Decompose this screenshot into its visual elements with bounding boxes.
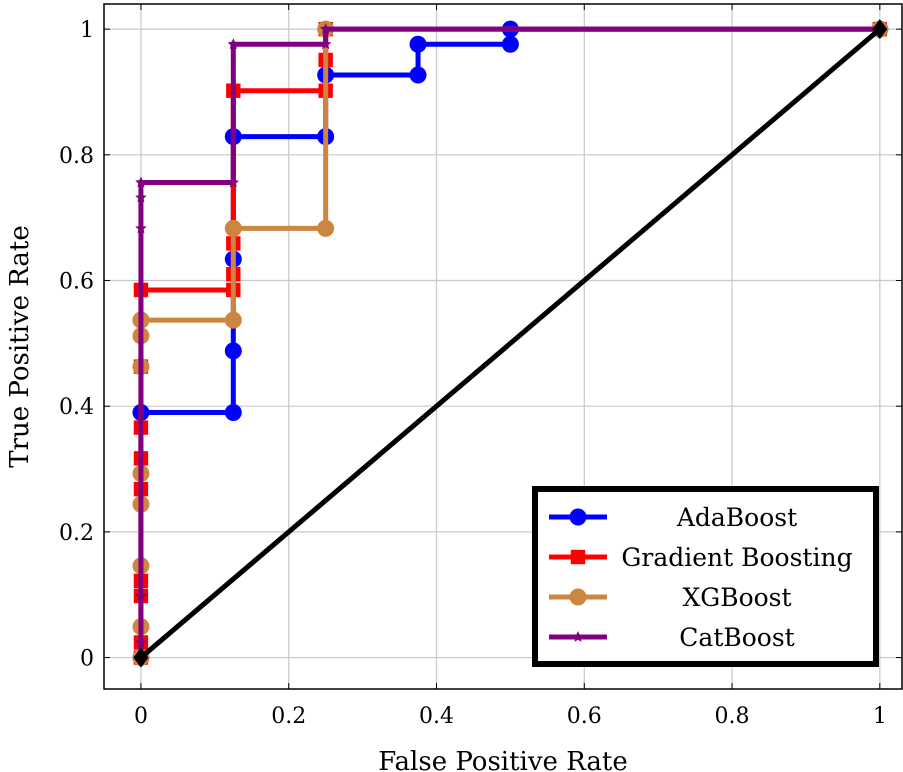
legend-swatch-marker xyxy=(572,631,584,642)
plot-series xyxy=(132,19,889,668)
y-tick-label: 0.8 xyxy=(59,144,94,169)
grid xyxy=(104,4,902,689)
data-point-catboost xyxy=(135,589,147,601)
legend-label: CatBoost xyxy=(679,623,794,652)
x-tick-label: 1 xyxy=(873,704,887,729)
data-point-catboost xyxy=(227,38,240,50)
y-tick-label: 0 xyxy=(80,647,94,672)
legend-swatch-marker xyxy=(569,508,587,526)
data-point-xgboost xyxy=(317,219,335,237)
y-tick-label: 1 xyxy=(80,18,94,43)
data-point-xgboost xyxy=(224,311,242,329)
y-tick-label: 0.6 xyxy=(59,270,94,295)
series-baseline xyxy=(133,19,888,668)
x-tick-label: 0.2 xyxy=(271,704,306,729)
y-axis-label: True Positive Rate xyxy=(5,225,35,468)
axis-ticks: 0 0.2 0.4 0.6 0.8 1 0 0.2 0.4 0.6 0.8 1 xyxy=(59,4,902,729)
legend-entry-gradient-boosting: Gradient Boosting xyxy=(549,543,853,572)
data-point-adaboost xyxy=(501,35,519,53)
series-line-baseline xyxy=(139,27,882,660)
x-tick-label: 0 xyxy=(134,704,148,729)
legend-entry-xgboost: XGBoost xyxy=(549,583,792,612)
data-point-catboost xyxy=(135,191,147,203)
data-point-catboost xyxy=(319,38,332,50)
data-point-baseline xyxy=(872,19,888,40)
legend-swatch-marker xyxy=(569,588,587,606)
data-point-baseline xyxy=(133,647,149,668)
legend-entry-catboost: CatBoost xyxy=(549,623,795,652)
data-point-adaboost xyxy=(409,35,427,53)
data-point-catboost xyxy=(135,176,147,188)
data-point-catboost xyxy=(135,636,147,648)
plot-frame xyxy=(103,3,903,690)
y-tick-label: 0.2 xyxy=(59,521,94,546)
data-point-catboost xyxy=(227,176,240,188)
legend-label: AdaBoost xyxy=(676,503,797,532)
data-point-xgboost xyxy=(224,219,242,237)
legend-entry-adaboost: AdaBoost xyxy=(549,503,797,532)
x-tick-label: 0.6 xyxy=(567,704,602,729)
data-point-catboost xyxy=(319,23,332,34)
legend-swatch-marker xyxy=(570,549,586,565)
series-catboost xyxy=(135,23,886,663)
legend-label: Gradient Boosting xyxy=(621,543,852,572)
data-point-catboost xyxy=(135,222,147,234)
y-tick-label: 0.4 xyxy=(59,395,94,420)
legend-label: XGBoost xyxy=(682,583,791,612)
data-point-adaboost xyxy=(224,403,242,421)
legend: AdaBoost Gradient Boosting XGBoost CatBoost xyxy=(532,486,879,667)
x-tick-label: 0.8 xyxy=(715,704,750,729)
x-tick-label: 0.4 xyxy=(419,704,454,729)
x-axis-label: False Positive Rate xyxy=(378,747,627,772)
data-point-adaboost xyxy=(224,342,242,360)
data-point-adaboost xyxy=(409,66,427,84)
